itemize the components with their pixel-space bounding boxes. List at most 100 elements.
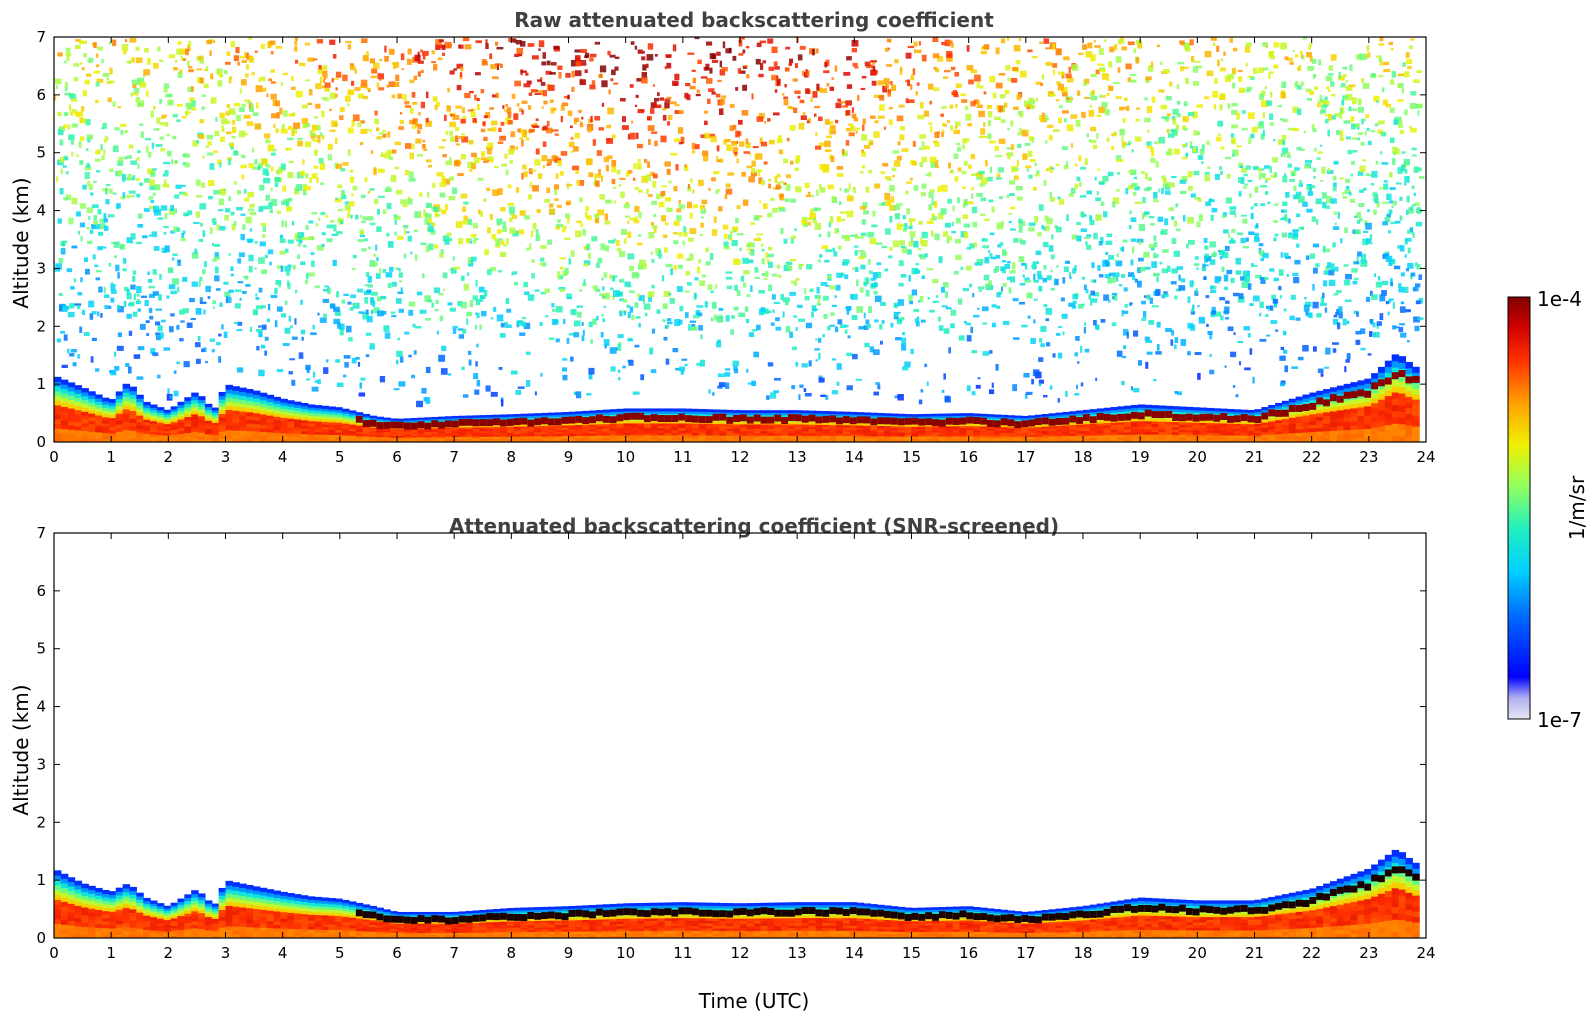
heatmap-cell [476,104,480,110]
heatmap-cell [491,127,497,132]
heatmap-cell [808,439,817,442]
heatmap-cell [86,207,93,213]
heatmap-cell [504,153,508,159]
heatmap-cell [177,436,185,440]
heatmap-cell [67,311,75,318]
heatmap-cell [108,432,117,437]
heatmap-cell [54,418,62,424]
heatmap-cell [731,140,737,147]
heatmap-cell [836,272,843,278]
heatmap-cell [842,431,851,434]
heatmap-cell [925,435,933,439]
heatmap-cell [535,229,539,236]
heatmap-cell [357,93,364,99]
heatmap-cell [261,205,269,210]
heatmap-cell [746,248,754,251]
heatmap-cell [184,413,192,417]
heatmap-cell [108,420,117,425]
heatmap-cell [849,417,858,425]
heatmap-cell [602,423,611,427]
heatmap-cell [225,429,233,435]
heatmap-cell [526,247,530,251]
heatmap-cell [211,349,215,353]
heatmap-cell [371,68,378,74]
heatmap-cell [328,419,336,423]
heatmap-cell [383,428,391,431]
heatmap-cell [499,438,508,441]
heatmap-cell [304,122,311,128]
heatmap-cell [733,430,741,434]
heatmap-cell [561,422,570,426]
heatmap-cell [797,304,803,308]
heatmap-cell [719,435,727,438]
heatmap-cell [108,414,117,419]
heatmap-cell [945,437,954,441]
heatmap-cell [355,435,364,439]
heatmap-cell [232,430,240,435]
heatmap-cell [280,265,284,272]
heatmap-cell [815,416,823,424]
heatmap-cell [410,440,419,442]
heatmap-cell [159,98,163,105]
heatmap-cell [122,404,131,410]
heatmap-cell [918,438,926,441]
heatmap-cell [431,436,439,440]
heatmap-cell [150,348,156,355]
heatmap-cell [280,426,288,431]
heatmap-cell [794,432,803,436]
heatmap-cell [362,437,371,441]
heatmap-cell [563,318,566,324]
heatmap-cell [730,329,735,335]
heatmap-cell [294,413,302,417]
heatmap-cell [817,116,823,121]
heatmap-cell [279,238,286,243]
heatmap-cell [76,154,79,158]
heatmap-cell [307,433,316,438]
heatmap-cell [60,397,69,403]
heatmap-cell [672,44,677,52]
heatmap-cell [190,318,196,321]
heatmap-cell [516,320,524,326]
heatmap-cell [342,411,350,415]
heatmap-cell [557,271,561,279]
heatmap-cell [801,432,810,436]
heatmap-cell [899,69,903,76]
heatmap-cell [170,436,179,441]
heatmap-cell [794,167,800,171]
heatmap-cell [788,432,796,436]
heatmap-cell [260,344,266,349]
heatmap-cell [102,73,110,78]
heatmap-cell [756,233,763,236]
heatmap-cell [324,285,329,288]
heatmap-cell [314,116,319,119]
heatmap-cell [198,55,203,61]
heatmap-cell [81,407,89,412]
heatmap-cell [360,214,363,219]
heatmap-cell [889,247,893,251]
heatmap-cell [784,67,790,72]
heatmap-cell [382,133,387,138]
heatmap-cell [139,323,146,330]
heatmap-cell [122,412,131,418]
heatmap-cell [856,414,865,418]
heatmap-cell [627,338,634,342]
heatmap-cell [458,418,467,426]
heatmap-cell [657,92,660,97]
heatmap-cell [557,65,563,70]
heatmap-cell [269,261,272,266]
heatmap-cell [897,439,906,442]
heatmap-cell [553,45,560,50]
heatmap-cell [865,186,870,193]
heatmap-cell [203,309,206,315]
heatmap-cell [746,412,755,416]
heatmap-cell [943,373,946,380]
heatmap-cell [811,194,814,198]
heatmap-cell [896,155,902,161]
heatmap-cell [152,168,158,171]
heatmap-cell [280,429,288,434]
heatmap-cell [214,256,220,260]
heatmap-cell [786,137,790,142]
heatmap-cell [781,439,789,442]
heatmap-cell [724,372,731,377]
heatmap-cell [117,170,123,176]
